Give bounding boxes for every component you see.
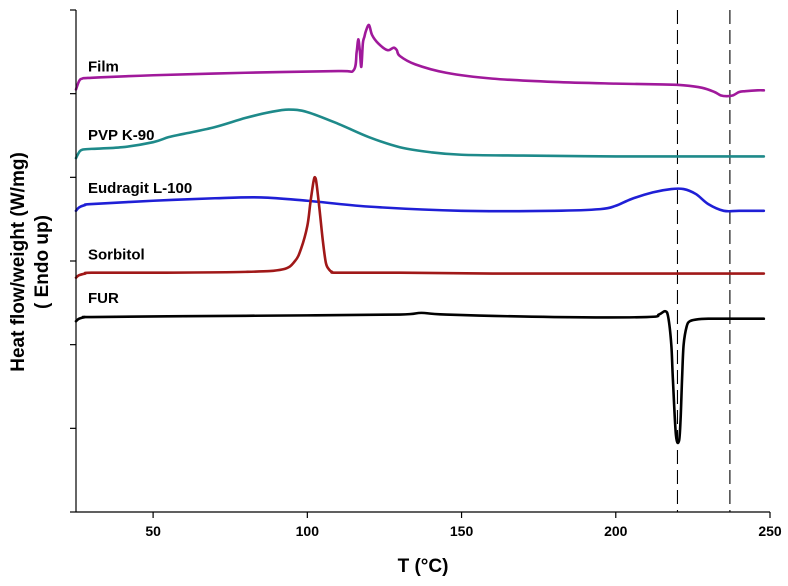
series-line-eudragit-l-100 — [74, 187, 766, 213]
y-axis-title-line2: ( Endo up) — [32, 215, 53, 309]
series-label-fur: FUR — [88, 290, 119, 307]
x-ticks: 50 100 150 200 250 — [145, 512, 782, 539]
series-line-sorbitol — [74, 175, 766, 280]
y-axis-title-line1: Heat flow/weight (W/mg) — [8, 152, 29, 372]
x-tick-label-200: 200 — [604, 523, 628, 539]
series-labels: Film PVP K-90 Eudragit L-100 Sorbitol FUR — [88, 58, 192, 307]
series-label-sorbitol: Sorbitol — [88, 247, 145, 264]
x-tick-label-150: 150 — [450, 523, 474, 539]
series-label-eudragit-l-100: Eudragit L-100 — [88, 180, 192, 197]
x-tick-label-100: 100 — [296, 523, 320, 539]
series-label-pvp-k-90: PVP K-90 — [88, 127, 154, 144]
y-ticks — [70, 9, 76, 513]
series-line-pvp-k-90 — [74, 108, 766, 160]
series-label-film: Film — [88, 58, 119, 75]
x-tick-label-50: 50 — [145, 523, 161, 539]
x-axis-title: T (°C) — [398, 556, 449, 577]
series-line-fur — [74, 309, 766, 445]
reference-lines — [676, 10, 731, 512]
x-tick-label-250: 250 — [758, 523, 782, 539]
series-line-film — [74, 23, 766, 98]
series-layer — [74, 23, 766, 445]
